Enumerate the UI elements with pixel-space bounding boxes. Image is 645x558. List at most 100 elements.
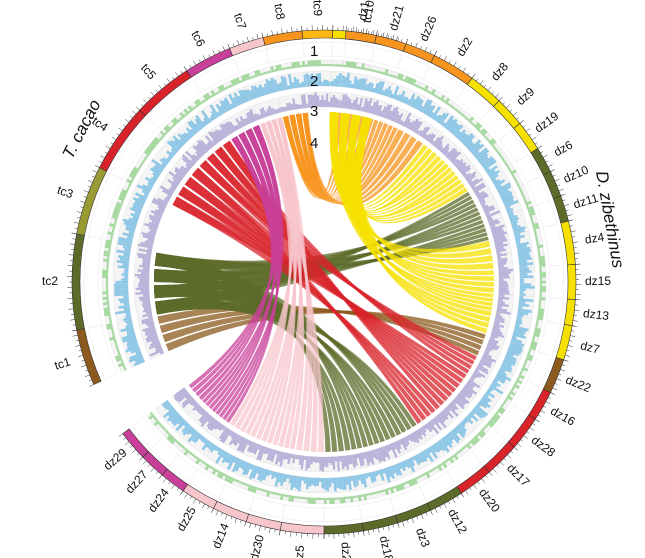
tick-mark [198,59,201,63]
tick-mark [548,164,553,168]
track-3-bin [250,485,255,493]
track-2-bin [507,210,514,215]
track-2-bin [390,93,394,99]
tick-mark [291,27,293,33]
track-2-bin [510,220,518,225]
track-2-bin [256,86,263,97]
tick-mark [473,484,477,489]
track-1-bin [460,164,471,174]
track-3-bin [291,62,295,69]
tick-mark [353,532,355,538]
track-4-bg [249,496,285,519]
track-2-bin [490,173,499,181]
track-3-bin [485,423,489,428]
track-3-bin [199,459,204,463]
chromosome-dz15 [567,264,577,300]
track-1-bin [477,192,488,200]
track-3-bin [537,311,544,315]
tick-mark [83,196,87,198]
track-2-bin [253,85,260,98]
tick-mark [372,29,375,35]
tick-mark [522,125,526,128]
track-3-bin [109,237,113,241]
track-2-bin [471,408,484,419]
tick-mark [382,32,385,38]
track-3-bin [538,253,541,257]
track-3-bin [535,324,538,329]
track-2-bin [114,285,129,289]
track-1-bin [492,231,508,238]
track-1-bin [341,94,345,109]
tick-mark [572,241,578,243]
track-1-bin [256,113,261,120]
track-3-bin [455,108,459,113]
track-3-bin [519,371,523,376]
track-3-bin [217,85,224,93]
track-2-bin [383,88,388,96]
tick-mark [71,329,77,332]
track-1-bin [495,243,508,249]
track-2-bin [114,292,129,297]
track-1-bin [287,453,292,465]
tick-mark [382,526,385,530]
chromosome-label-dz5: dz5 [291,544,307,558]
track-2-bin [123,307,130,311]
tick-mark [81,364,87,368]
tick-mark [540,410,546,414]
track-3-bin [204,462,208,466]
species-label-right: D. zibethinus [592,169,628,270]
track-3-bin [420,474,424,478]
track-1-bin [276,108,280,114]
track-1-bin [413,431,420,440]
track-3-bin [148,414,155,420]
track-3-bin [415,476,419,480]
track-2-bin [251,465,259,479]
track-1-bin [432,136,441,146]
track-3-bin [310,60,314,67]
track-2-bin [182,425,193,436]
track-1-bin [139,264,150,268]
track-1-bin [190,158,197,165]
track-3-bin [115,346,119,351]
track-3-bin [241,481,245,485]
track-2-bin [305,73,310,87]
track-1-bin [379,447,387,462]
track-1-bin [453,398,465,410]
track-3-bin [531,340,538,346]
track-3-bin [336,64,340,67]
track-3-bin [312,497,316,504]
track-3-bin [114,218,118,223]
track-3-bin [159,130,167,137]
track-1-bin [381,446,388,458]
tick-mark [271,30,273,36]
track-3-bin [179,111,186,119]
track-1-bin [495,316,505,321]
track-3-bin [531,220,535,225]
track-2-bin [303,477,307,484]
track-1-bin [484,348,491,353]
tick-mark [230,516,233,520]
track-1-bin [233,125,239,131]
track-3-bin [432,467,436,471]
track-3-bin [446,102,450,106]
tick-mark [171,484,175,490]
track-3-bin [413,83,418,87]
track-3-bin [527,351,531,355]
track-2-bin [518,254,531,259]
track-3-bin [128,173,136,180]
track-1-bin [457,161,467,171]
track-1-bin [336,99,340,108]
track-3-bin [492,415,499,422]
track-1-bin [439,146,444,152]
track-2-bin [378,469,385,481]
track-1-bin [146,336,159,343]
track-2-bin [256,466,262,475]
track-1-bin [338,456,342,462]
track-1-bin [219,123,229,137]
track-2-bin [183,132,191,140]
track-2-bin [450,429,461,441]
track-1-bin [149,349,164,357]
track-3-bin [381,71,385,75]
tick-mark [237,39,240,45]
tick-mark [443,503,447,509]
